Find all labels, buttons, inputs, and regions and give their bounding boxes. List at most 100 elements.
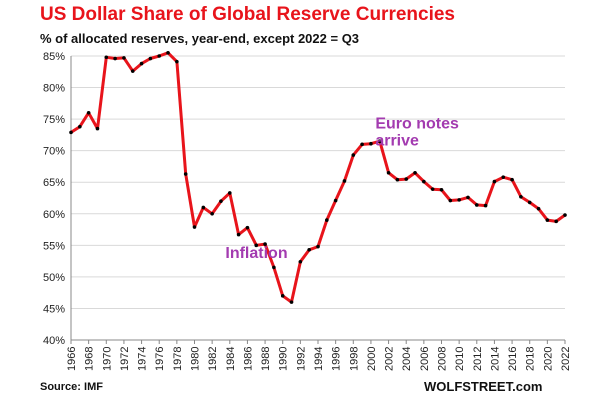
- data-point: [139, 61, 144, 66]
- data-point: [351, 153, 356, 157]
- data-point: [413, 170, 417, 175]
- data-point: [448, 198, 453, 203]
- x-tick-label: 2022: [560, 347, 572, 371]
- data-point: [104, 55, 109, 60]
- data-point: [510, 177, 514, 182]
- series-line: [69, 51, 567, 304]
- x-tick-label: 1996: [331, 347, 343, 371]
- data-point: [474, 203, 479, 207]
- data-point: [325, 218, 329, 222]
- y-tick-label: 80%: [43, 83, 65, 95]
- data-point: [227, 191, 232, 195]
- x-tick-label: 1968: [84, 347, 96, 371]
- x-tick-label: 2014: [489, 347, 501, 371]
- x-tick-label: 2002: [384, 347, 396, 371]
- data-point: [148, 56, 153, 61]
- data-point: [342, 179, 347, 183]
- x-tick-label: 2020: [542, 347, 554, 371]
- data-point: [210, 211, 214, 216]
- y-tick-label: 40%: [43, 335, 65, 347]
- x-tick-label: 2010: [454, 347, 466, 371]
- x-tick-label: 2012: [472, 347, 484, 371]
- x-tick-label: 1980: [190, 347, 202, 371]
- data-point: [519, 194, 523, 199]
- data-point: [492, 179, 497, 184]
- data-point: [272, 265, 276, 270]
- chart-title: US Dollar Share of Global Reserve Curren…: [40, 4, 455, 25]
- data-point: [439, 187, 444, 192]
- y-tick-label: 45%: [43, 303, 65, 315]
- x-tick-label: 1970: [101, 347, 113, 371]
- data-point: [298, 259, 303, 264]
- data-point: [360, 142, 364, 147]
- data-point: [483, 203, 488, 208]
- data-point: [69, 130, 73, 135]
- x-tick-label: 1994: [313, 347, 325, 371]
- x-tick-label: 1986: [242, 347, 254, 371]
- data-point: [404, 177, 409, 181]
- data-point: [377, 139, 382, 143]
- data-point: [95, 126, 100, 131]
- data-point: [192, 225, 197, 229]
- gridlines: [71, 55, 565, 341]
- y-tick-label: 55%: [43, 240, 65, 252]
- annotation-label: arrive: [375, 133, 419, 150]
- data-point: [545, 218, 550, 222]
- x-tick-label: 1990: [278, 347, 290, 371]
- data-point: [501, 175, 506, 179]
- data-point: [157, 54, 162, 58]
- x-tick-label: 1982: [207, 347, 219, 371]
- x-tick-label: 1984: [225, 347, 237, 371]
- data-point: [130, 69, 135, 73]
- x-tick-label: 1972: [119, 347, 131, 371]
- data-point: [78, 124, 82, 129]
- annotation-label: Euro notes: [375, 116, 459, 133]
- x-tick-label: 1974: [137, 347, 149, 371]
- data-point: [166, 51, 170, 55]
- data-point: [219, 199, 223, 203]
- data-point: [554, 219, 558, 224]
- data-point: [395, 177, 400, 182]
- y-axis: 40% 45% 50% 55% 60% 65% 70% 75% 80% 85%: [43, 51, 72, 347]
- data-point: [430, 187, 435, 191]
- data-point: [422, 179, 426, 184]
- data-point: [536, 206, 541, 211]
- y-tick-label: 65%: [43, 177, 65, 189]
- x-tick-label: 1988: [260, 347, 272, 371]
- x-tick-label: 1978: [172, 347, 184, 371]
- y-tick-label: 60%: [43, 209, 65, 221]
- data-point: [563, 213, 567, 217]
- x-tick-label: 2004: [401, 347, 413, 371]
- data-point: [386, 170, 391, 175]
- data-point: [236, 232, 241, 237]
- data-point: [263, 242, 267, 246]
- y-tick-label: 70%: [43, 146, 65, 158]
- x-tick-label: 2000: [366, 347, 378, 371]
- x-tick-label: 1966: [66, 347, 78, 371]
- series: [69, 51, 567, 304]
- y-tick-label: 85%: [43, 51, 65, 63]
- data-point: [245, 225, 250, 230]
- x-tick-label: 2008: [437, 347, 449, 371]
- data-point: [466, 195, 470, 200]
- x-tick-label: 2018: [525, 347, 537, 371]
- data-point: [113, 56, 117, 61]
- x-tick-label: 1998: [348, 347, 360, 371]
- y-tick-label: 50%: [43, 272, 65, 284]
- data-point: [457, 198, 461, 202]
- data-point: [183, 172, 188, 176]
- data-point: [122, 56, 126, 60]
- x-tick-label: 2016: [507, 347, 519, 371]
- chart-subtitle: % of allocated reserves, year-end, excep…: [40, 31, 360, 46]
- data-point: [280, 294, 285, 298]
- data-point: [289, 300, 294, 304]
- source-note: Source: IMF: [40, 381, 103, 393]
- data-point: [316, 244, 320, 249]
- x-axis: 1966 1968 1970 1972 1974 1976 1978 1980 1982 1984…: [66, 339, 572, 371]
- data-point: [333, 198, 338, 203]
- data-point: [254, 243, 259, 248]
- data-point: [307, 247, 311, 252]
- x-tick-label: 1976: [154, 347, 166, 371]
- data-point: [369, 141, 373, 146]
